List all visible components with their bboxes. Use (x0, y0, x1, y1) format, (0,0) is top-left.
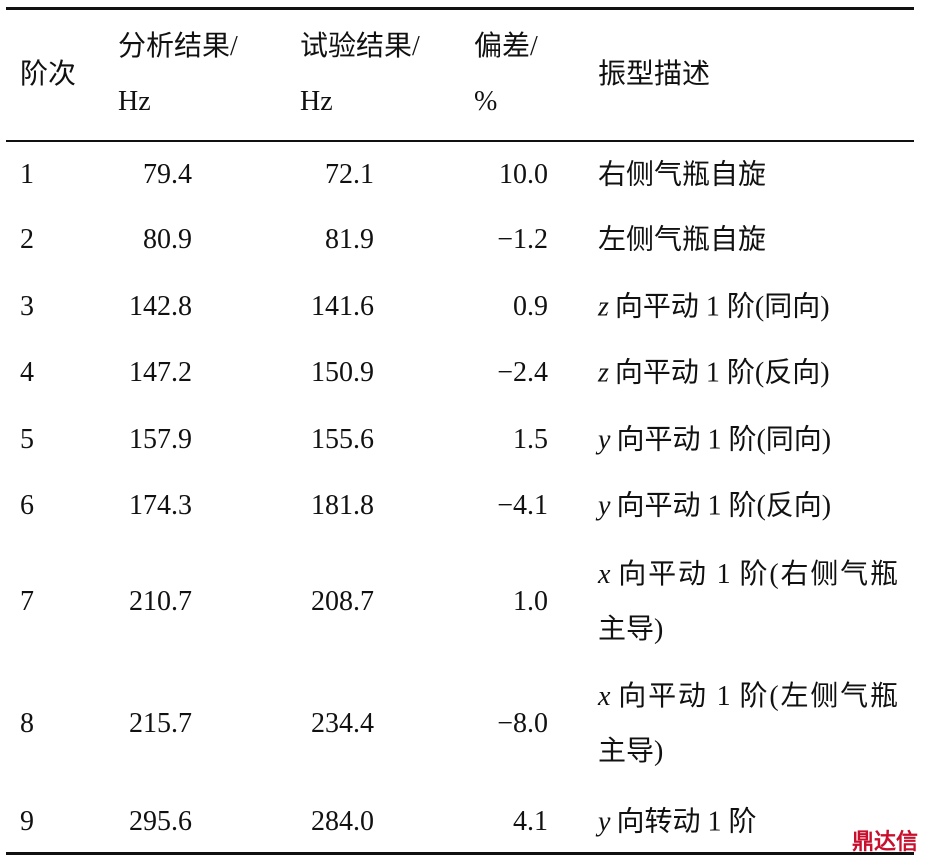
header-cell: 阶次 (20, 59, 77, 90)
variable: y (598, 424, 611, 456)
header-cell: 试验结果/ (300, 31, 420, 62)
description-text: 左侧气瓶自旋 (598, 224, 767, 256)
watermark: 鼎达信 (851, 830, 918, 855)
description-cell: 左侧气瓶自旋 (598, 213, 898, 268)
value-cell: 1.5 (513, 424, 548, 455)
variable: y (598, 490, 611, 522)
value-cell: 0.9 (513, 291, 548, 322)
row-index: 4 (20, 357, 34, 388)
row-index: 8 (20, 708, 34, 739)
value-cell: 210.7 (129, 586, 192, 617)
variable: x (598, 681, 611, 712)
description-text: 向平动 1 阶(同向) (614, 291, 830, 323)
description-text: 向转动 1 阶 (616, 806, 757, 838)
value-cell: 1.0 (513, 586, 548, 617)
value-cell: −1.2 (497, 224, 548, 255)
description-cell: x 向平动 1 阶(右侧气瓶主导) (598, 547, 898, 657)
value-cell: 72.1 (325, 159, 374, 190)
variable: z (598, 357, 609, 389)
value-cell: 4.1 (513, 806, 548, 837)
row-index: 9 (20, 806, 34, 837)
value-cell: 157.9 (129, 424, 192, 455)
row-index: 1 (20, 159, 34, 190)
variable: z (598, 291, 609, 323)
header-unit: % (474, 86, 498, 117)
value-cell: 81.9 (325, 224, 374, 255)
value-cell: −2.4 (497, 357, 548, 388)
value-cell: 10.0 (499, 159, 548, 190)
value-cell: 215.7 (129, 708, 192, 739)
bottom-rule (6, 852, 914, 855)
value-cell: 174.3 (129, 490, 192, 521)
description-text: 右侧气瓶自旋 (598, 159, 767, 191)
value-cell: 150.9 (311, 357, 374, 388)
row-index: 5 (20, 424, 34, 455)
description-text: 向平动 1 阶(同向) (616, 424, 832, 456)
value-cell: 295.6 (129, 806, 192, 837)
description-cell: y 向平动 1 阶(同向) (598, 413, 898, 468)
description-cell: z 向平动 1 阶(同向) (598, 280, 898, 335)
value-cell: 181.8 (311, 490, 374, 521)
value-cell: 141.6 (311, 291, 374, 322)
value-cell: −8.0 (497, 708, 548, 739)
value-cell: 80.9 (143, 224, 192, 255)
header-cell: 分析结果/ (118, 31, 238, 62)
description-text: 向平动 1 阶(反向) (616, 490, 832, 522)
header-unit: Hz (300, 86, 333, 117)
row-index: 6 (20, 490, 34, 521)
header-cell: 振型描述 (598, 59, 711, 90)
description-cell: z 向平动 1 阶(反向) (598, 346, 898, 401)
description-cell: y 向转动 1 阶 (598, 795, 898, 850)
header-rule (6, 140, 914, 142)
value-cell: 142.8 (129, 291, 192, 322)
variable: x (598, 559, 611, 590)
top-rule (6, 7, 914, 10)
value-cell: 79.4 (143, 159, 192, 190)
value-cell: 284.0 (311, 806, 374, 837)
row-index: 7 (20, 586, 34, 617)
description-text: 向平动 1 阶(反向) (614, 357, 830, 389)
row-index: 3 (20, 291, 34, 322)
header-unit: Hz (118, 86, 151, 117)
row-index: 2 (20, 224, 34, 255)
description-cell: y 向平动 1 阶(反向) (598, 479, 898, 534)
description-text: 向平动 1 阶(右侧气瓶主导) (598, 559, 898, 645)
description-cell: x 向平动 1 阶(左侧气瓶主导) (598, 669, 898, 779)
value-cell: −4.1 (497, 490, 548, 521)
value-cell: 208.7 (311, 586, 374, 617)
variable: y (598, 806, 611, 838)
value-cell: 155.6 (311, 424, 374, 455)
description-cell: 右侧气瓶自旋 (598, 148, 898, 203)
description-text: 向平动 1 阶(左侧气瓶主导) (598, 681, 898, 767)
value-cell: 234.4 (311, 708, 374, 739)
value-cell: 147.2 (129, 357, 192, 388)
header-cell: 偏差/ (474, 31, 538, 62)
